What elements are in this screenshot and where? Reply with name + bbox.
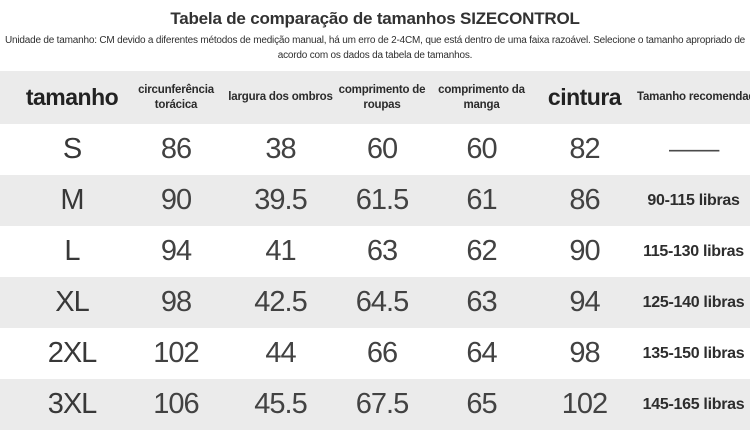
cell-sleeve-length: 64	[466, 337, 497, 369]
col-header-comprimento-da-manga: comprimento da manga	[438, 83, 525, 111]
cell-shoulder: 45.5	[254, 388, 307, 420]
cell-waist: 90	[569, 235, 600, 267]
cell-chest: 90	[160, 184, 192, 216]
cell-size: M	[60, 184, 84, 216]
cell-chest: 106	[153, 388, 199, 420]
cell-chest: 102	[153, 337, 199, 369]
table-header-row: tamanho circunferência torácica largura …	[0, 71, 750, 124]
cell-chest: 94	[160, 235, 192, 267]
cell-recommended-weight: 125-140 libras	[642, 293, 745, 311]
cell-garment-length: 63	[366, 235, 398, 267]
page-title: Tabela de comparação de tamanhos SIZECON…	[170, 9, 580, 28]
cell-waist: 102	[561, 388, 608, 420]
no-recommendation-dash: —	[668, 135, 719, 163]
size-comparison-table: tamanho circunferência torácica largura …	[0, 71, 750, 430]
size-unit-disclaimer: Unidade de tamanho: CM devido a diferent…	[4, 35, 746, 61]
col-header-cintura: cintura	[547, 84, 622, 110]
table-row-3xl: 3XL 106 45.5 67.5 65 102 145-165 libras	[0, 379, 750, 430]
table-row-xl: XL 98 42.5 64.5 63 94 125-140 libras	[0, 277, 750, 328]
col-header-comprimento-de-roupas: comprimento de roupas	[338, 83, 426, 111]
cell-sleeve-length: 60	[466, 133, 497, 165]
cell-size: 3XL	[47, 388, 98, 420]
cell-garment-length: 64.5	[355, 286, 409, 318]
cell-sleeve-length: 65	[466, 388, 497, 420]
table-row-2xl: 2XL 102 44 66 64 98 135-150 libras	[0, 328, 750, 379]
table-row-s: S 86 38 60 60 82 —	[0, 124, 750, 175]
cell-sleeve-length: 63	[466, 286, 497, 318]
cell-size: 2XL	[47, 337, 98, 369]
table-row-l: L 94 41 63 62 90 115-130 libras	[0, 226, 750, 277]
cell-waist: 86	[569, 184, 600, 216]
cell-waist: 82	[569, 133, 600, 165]
cell-recommended-weight: —	[637, 124, 750, 175]
cell-garment-length: 66	[366, 337, 398, 369]
cell-sleeve-length: 62	[466, 235, 497, 267]
cell-waist: 94	[569, 286, 600, 318]
col-header-tamanho-recomendado: Tamanho recomendado	[637, 91, 750, 104]
cell-recommended-weight: 145-165 libras	[642, 395, 745, 413]
col-header-tamanho: tamanho	[25, 84, 119, 110]
cell-shoulder: 41	[265, 235, 296, 267]
cell-size: XL	[55, 286, 89, 318]
cell-recommended-weight: 90-115 libras	[647, 191, 740, 209]
cell-recommended-weight: 135-150 libras	[642, 344, 745, 362]
col-header-circunferencia-toracica: circunferência torácica	[138, 83, 214, 111]
cell-shoulder: 38	[265, 133, 296, 165]
cell-shoulder: 39.5	[254, 184, 307, 216]
cell-chest: 86	[160, 133, 192, 165]
cell-garment-length: 67.5	[355, 388, 409, 420]
cell-garment-length: 61.5	[355, 184, 409, 216]
cell-waist: 98	[569, 337, 600, 369]
cell-shoulder: 44	[265, 337, 296, 369]
cell-garment-length: 60	[366, 133, 398, 165]
cell-shoulder: 42.5	[254, 286, 307, 318]
cell-size: S	[62, 133, 82, 165]
cell-recommended-weight: 115-130 libras	[643, 242, 744, 260]
cell-size: L	[64, 235, 80, 267]
table-row-m: M 90 39.5 61.5 61 86 90-115 libras	[0, 175, 750, 226]
cell-chest: 98	[160, 286, 192, 318]
col-header-largura-dos-ombros: largura dos ombros	[228, 91, 333, 104]
cell-sleeve-length: 61	[466, 184, 497, 216]
size-chart-page: Tabela de comparação de tamanhos SIZECON…	[0, 9, 750, 432]
